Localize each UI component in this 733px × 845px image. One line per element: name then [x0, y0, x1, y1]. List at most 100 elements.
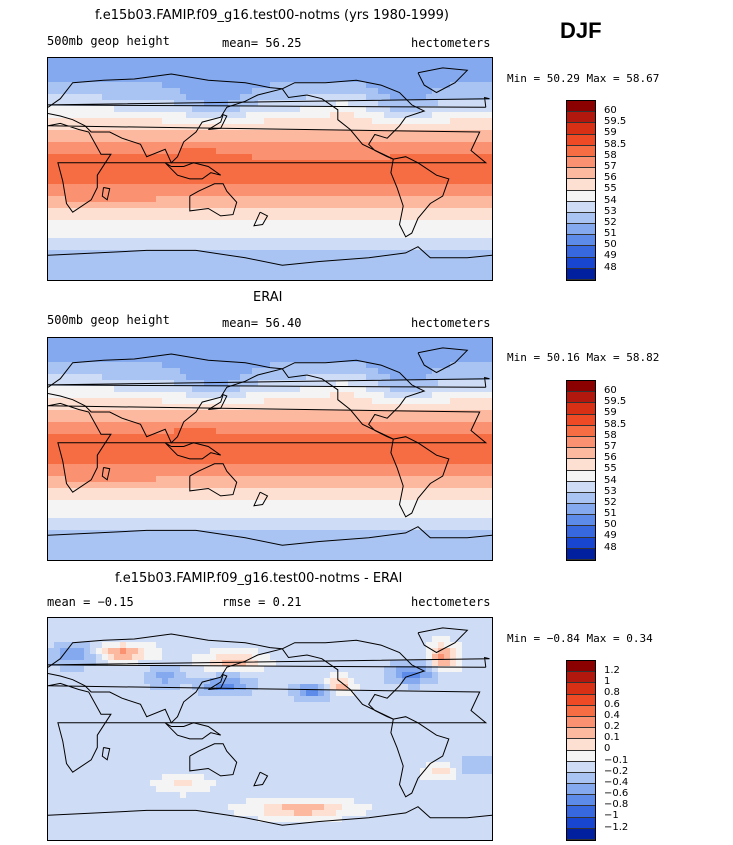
field-cell — [114, 214, 121, 221]
field-cell — [198, 64, 205, 71]
field-cell — [192, 368, 199, 375]
field-cell — [96, 374, 103, 381]
field-cell — [342, 410, 349, 417]
field-cell — [132, 368, 139, 375]
field-cell — [480, 470, 487, 477]
field-cell — [210, 404, 217, 411]
field-cell — [156, 154, 163, 161]
field-cell — [390, 446, 397, 453]
field-cell — [366, 124, 373, 131]
field-cell — [474, 464, 481, 471]
field-cell — [168, 232, 175, 239]
field-cell — [102, 274, 109, 280]
field-cell — [72, 428, 79, 435]
field-cell — [180, 268, 187, 275]
field-cell — [354, 226, 361, 233]
field-cell — [192, 226, 199, 233]
field-cell — [162, 274, 169, 280]
field-cell — [270, 464, 277, 471]
field-cell — [54, 482, 61, 489]
field-cell — [240, 350, 247, 357]
field-cell — [366, 344, 373, 351]
field-cell — [234, 482, 241, 489]
field-cell — [270, 112, 277, 119]
field-cell — [282, 250, 289, 257]
field-cell — [414, 76, 421, 83]
field-cell — [216, 214, 223, 221]
field-cell — [366, 398, 373, 405]
field-cell — [108, 506, 115, 513]
field-cell — [450, 398, 457, 405]
field-cell — [372, 64, 379, 71]
field-cell — [216, 398, 223, 405]
field-cell — [204, 392, 211, 399]
field-cell — [456, 488, 463, 495]
field-cell — [114, 250, 121, 257]
field-cell — [276, 476, 283, 483]
field-cell — [360, 410, 367, 417]
field-cell — [276, 488, 283, 495]
field-cell — [318, 148, 325, 155]
field-cell — [192, 148, 199, 155]
field-cell — [300, 464, 307, 471]
field-cell — [258, 196, 265, 203]
field-cell — [216, 136, 223, 143]
field-cell — [318, 208, 325, 215]
field-cell — [132, 106, 139, 113]
field-cell — [468, 416, 475, 423]
field-cell — [408, 482, 415, 489]
field-cell — [426, 220, 433, 227]
field-cell — [450, 338, 457, 345]
field-cell — [306, 452, 313, 459]
field-cell — [288, 178, 295, 185]
field-cell — [306, 494, 313, 501]
field-cell — [102, 350, 109, 357]
field-cell — [402, 106, 409, 113]
field-cell — [390, 262, 397, 269]
field-cell — [312, 470, 319, 477]
field-cell — [318, 350, 325, 357]
field-cell — [420, 196, 427, 203]
field-cell — [444, 464, 451, 471]
field-cell — [288, 458, 295, 465]
field-cell — [282, 350, 289, 357]
field-cell — [120, 208, 127, 215]
field-cell — [204, 512, 211, 519]
field-cell — [402, 202, 409, 209]
field-cell — [192, 262, 199, 269]
field-cell — [342, 268, 349, 275]
field-cell — [348, 452, 355, 459]
field-cell — [456, 344, 463, 351]
field-cell — [210, 268, 217, 275]
field-cell — [336, 226, 343, 233]
field-cell — [378, 130, 385, 137]
field-cell — [420, 100, 427, 107]
field-cell — [174, 356, 181, 363]
field-cell — [474, 70, 481, 77]
field-cell — [420, 58, 427, 65]
field-cell — [108, 452, 115, 459]
field-cell — [300, 196, 307, 203]
field-cell — [234, 238, 241, 245]
field-cell — [84, 142, 91, 149]
field-cell — [282, 368, 289, 375]
field-cell — [162, 76, 169, 83]
field-cell — [234, 190, 241, 197]
field-cell — [228, 112, 235, 119]
field-cell — [402, 262, 409, 269]
field-cell — [438, 130, 445, 137]
field-cell — [408, 148, 415, 155]
field-cell — [318, 398, 325, 405]
field-cell — [102, 82, 109, 89]
field-cell — [444, 100, 451, 107]
field-cell — [462, 350, 469, 357]
field-cell — [300, 416, 307, 423]
field-cell — [294, 470, 301, 477]
field-cell — [264, 106, 271, 113]
field-cell — [450, 244, 457, 251]
field-cell — [480, 196, 487, 203]
field-cell — [372, 512, 379, 519]
field-cell — [360, 166, 367, 173]
field-cell — [48, 512, 55, 519]
field-cell — [192, 464, 199, 471]
